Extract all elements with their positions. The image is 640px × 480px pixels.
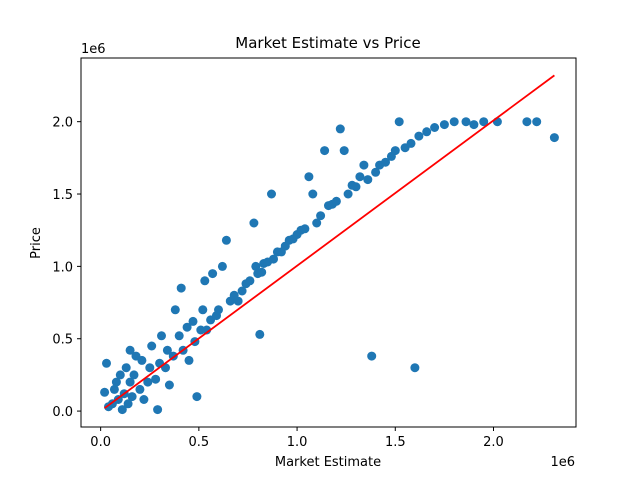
- data-point-82: [339, 146, 349, 156]
- data-point-60: [257, 267, 267, 277]
- data-point-100: [422, 127, 432, 137]
- data-point-42: [200, 276, 210, 286]
- data-point-81: [335, 124, 345, 134]
- data-point-75: [312, 218, 322, 228]
- data-point-59: [255, 329, 265, 339]
- data-point-48: [217, 261, 227, 271]
- data-point-31: [170, 305, 180, 315]
- y-tick-label-4: 2.0: [52, 116, 73, 131]
- data-point-49: [221, 235, 231, 245]
- data-point-12: [125, 377, 135, 387]
- data-point-28: [162, 345, 172, 355]
- data-point-106: [479, 117, 489, 127]
- x-axis-label: Market Estimate: [275, 455, 381, 470]
- data-point-18: [137, 355, 147, 365]
- data-point-86: [355, 172, 365, 182]
- y-tick-label-3: 1.5: [52, 188, 73, 203]
- points-layer: [100, 117, 559, 415]
- trend-line: [104, 74, 555, 409]
- data-point-43: [202, 325, 212, 335]
- data-point-53: [237, 286, 247, 296]
- data-point-5: [111, 377, 121, 387]
- data-point-17: [135, 384, 145, 394]
- data-point-90: [371, 167, 381, 177]
- data-point-56: [249, 218, 259, 228]
- data-point-45: [208, 269, 218, 279]
- data-point-8: [117, 405, 127, 415]
- y-tick-label-0: 0.0: [52, 405, 73, 420]
- data-point-102: [439, 120, 449, 130]
- y-axis-label: Price: [29, 227, 44, 259]
- data-point-72: [300, 224, 310, 234]
- data-point-76: [316, 211, 326, 221]
- data-point-22: [147, 341, 157, 351]
- y-tick-label-2: 1.0: [52, 260, 73, 275]
- data-point-83: [343, 189, 353, 199]
- x-tick-label-1: 0.5: [189, 435, 210, 450]
- data-point-89: [367, 351, 377, 361]
- data-point-21: [145, 363, 155, 373]
- data-point-36: [184, 355, 194, 365]
- x-offset-text: 1e6: [550, 455, 575, 470]
- data-point-105: [469, 120, 479, 130]
- data-point-41: [198, 305, 208, 315]
- data-point-26: [157, 331, 166, 341]
- data-point-63: [267, 189, 276, 199]
- data-point-23: [151, 374, 161, 384]
- data-point-55: [245, 276, 255, 286]
- trend-line-layer: [104, 74, 555, 409]
- data-point-92: [381, 157, 390, 167]
- data-point-35: [182, 322, 192, 332]
- data-point-57: [251, 261, 261, 271]
- data-point-64: [269, 254, 278, 264]
- data-point-37: [188, 316, 198, 326]
- data-point-10: [121, 363, 131, 373]
- data-point-108: [522, 117, 532, 127]
- x-tick-label-3: 1.5: [385, 435, 406, 450]
- data-point-73: [304, 172, 314, 182]
- data-point-95: [394, 117, 404, 127]
- data-point-97: [406, 138, 416, 148]
- y-offset-text: 1e6: [81, 42, 106, 57]
- data-point-74: [308, 189, 318, 199]
- data-point-52: [233, 296, 243, 306]
- data-point-101: [430, 123, 440, 132]
- x-tick-label-2: 1.0: [287, 435, 308, 450]
- data-point-0: [100, 387, 110, 397]
- data-point-11: [123, 399, 133, 409]
- data-point-4: [109, 384, 119, 394]
- data-point-99: [414, 131, 424, 141]
- data-point-98: [410, 363, 420, 373]
- data-point-24: [153, 405, 163, 415]
- data-point-77: [320, 146, 330, 156]
- data-point-19: [139, 395, 149, 404]
- data-point-20: [143, 377, 153, 387]
- data-point-39: [192, 392, 202, 402]
- data-point-87: [359, 160, 369, 170]
- data-point-14: [127, 392, 137, 402]
- data-point-110: [549, 133, 559, 143]
- data-point-1: [102, 358, 111, 368]
- y-axis-ticks: 0.0 0.5 1.0 1.5 2.0: [52, 116, 81, 420]
- data-point-85: [351, 182, 361, 192]
- data-point-80: [331, 196, 341, 206]
- data-point-94: [390, 146, 400, 156]
- data-point-103: [449, 117, 459, 127]
- data-point-109: [532, 117, 542, 127]
- y-tick-label-1: 0.5: [52, 333, 73, 348]
- data-point-33: [176, 283, 186, 293]
- data-point-88: [363, 175, 373, 185]
- x-tick-label-4: 2.0: [483, 435, 504, 450]
- data-point-15: [129, 370, 139, 380]
- x-axis-ticks: 0.0 0.5 1.0 1.5 2.0: [90, 427, 504, 450]
- data-point-7: [115, 370, 125, 380]
- data-point-47: [214, 305, 223, 315]
- data-point-13: [125, 345, 135, 355]
- data-point-29: [164, 380, 174, 390]
- chart-title: Market Estimate vs Price: [235, 34, 420, 52]
- x-tick-label-0: 0.0: [90, 435, 111, 450]
- data-point-104: [461, 117, 471, 127]
- data-point-32: [174, 331, 184, 341]
